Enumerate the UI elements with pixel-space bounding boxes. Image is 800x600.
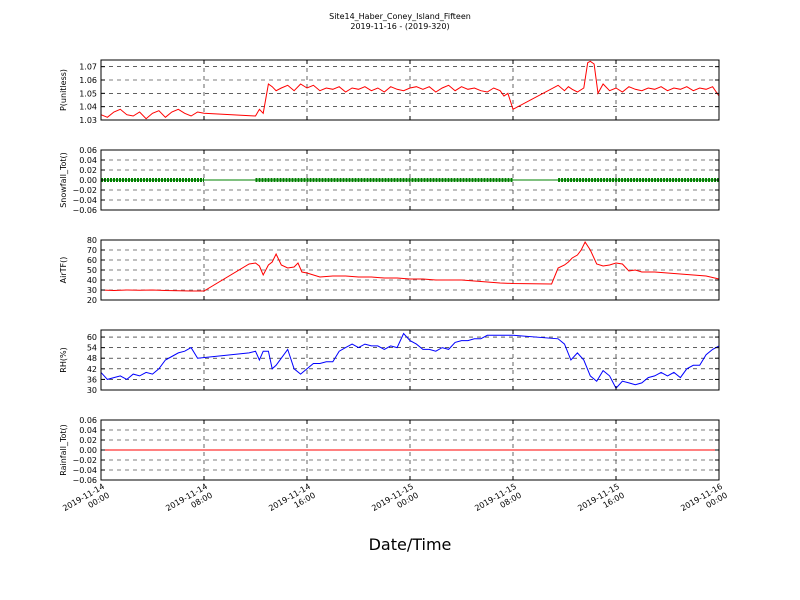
panel-rainfall-tot: −0.06−0.04−0.020.000.020.040.06 Rainfall_… [59,416,720,485]
x-tick-label: 2019-11-1400:00 [61,482,111,522]
rh-series-line [100,332,720,390]
y-tick-label: −0.06 [72,206,97,215]
y-tick-label: 50 [87,266,97,275]
y-tick-label: 0.02 [79,436,97,445]
y-tick-label: 70 [87,246,97,255]
p-unitless-series-line [100,60,720,120]
y-tick-label: 42 [87,365,97,374]
y-tick-label: 1.03 [79,116,97,125]
y-axis-label-p-unitless: P(unitless) [59,69,68,111]
panels: 1.031.041.051.061.07P(unitless)−0.06−0.0… [59,59,720,485]
airtf-series-line [100,240,720,292]
y-tick-label: 0.04 [79,426,97,435]
y-tick-label: −0.04 [72,196,97,205]
y-tick-label: 1.04 [79,103,97,112]
y-tick-label: 60 [87,256,97,265]
y-tick-label: −0.04 [72,466,97,475]
x-tick-label: 2019-11-1416:00 [267,482,317,522]
panel-snowfall-tot: −0.06−0.04−0.020.000.020.040.06 Snowfall_… [59,146,720,215]
figure-title: Site14_Haber_Coney_Island_Fifteen [329,12,471,21]
y-tick-label: 20 [87,296,97,305]
x-tick-label: 2019-11-1408:00 [164,482,214,522]
y-axis-label-snowfall-tot: Snowfall_Tot() [59,152,68,208]
y-tick-label: 30 [87,286,97,295]
y-tick-label: 36 [87,375,97,384]
x-tick-label: 2019-11-1500:00 [370,482,420,522]
y-tick-label: −0.06 [72,476,97,485]
y-tick-label: 60 [87,333,97,342]
y-axis-label-rainfall-tot: Rainfall_Tot() [59,424,68,476]
y-axis-label-airtf: AirTF() [59,257,68,284]
y-tick-label: 54 [87,344,97,353]
y-tick-label: 0.04 [79,156,97,165]
y-tick-label: −0.02 [72,456,97,465]
y-tick-label: 30 [87,386,97,395]
x-tick-label: 2019-11-1508:00 [473,482,523,522]
y-tick-label: 0.06 [79,416,97,425]
x-tick-labels: 2019-11-1400:00 2019-11-1408:00 2019-11-14… [61,482,729,522]
y-tick-label: 0.02 [79,166,97,175]
y-axis-label-rh: RH(%) [59,347,68,372]
y-tick-label: 0.00 [79,176,97,185]
x-tick-label: 2019-11-1600:00 [679,482,729,522]
y-tick-label: 1.05 [79,89,97,98]
y-tick-label: 1.07 [79,63,97,72]
y-tick-label: 1.06 [79,76,97,85]
y-tick-label: 80 [87,236,97,245]
y-tick-label: 0.06 [79,146,97,155]
x-axis-label: Date/Time [369,535,452,554]
y-tick-label: 48 [87,354,97,363]
y-tick-label: 0.00 [79,446,97,455]
y-tick-label: 40 [87,276,97,285]
x-tick-label: 2019-11-1516:00 [576,482,626,522]
figure-subtitle: 2019-11-16 - (2019-320) [350,22,449,31]
y-tick-label: −0.02 [72,186,97,195]
panel-p-unitless: 1.03 1.04 1.05 1.06 1.07 P(unitless) [59,59,720,125]
